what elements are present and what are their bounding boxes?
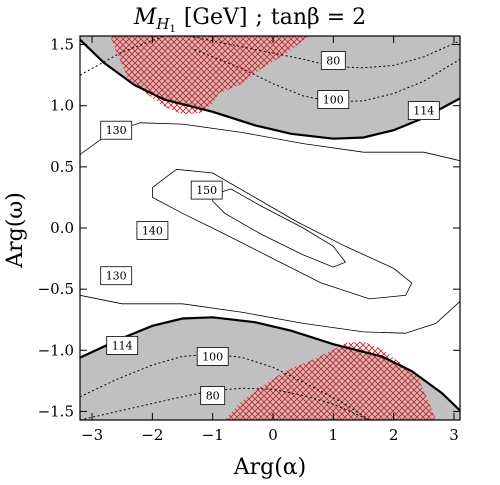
svg-text:80: 80	[206, 390, 220, 403]
contour-150-points	[212, 188, 347, 268]
contour-label-100-1: 100	[196, 346, 229, 366]
x-tick-label: −3	[81, 426, 103, 444]
x-axis-ticks: −3 −2 −1 0 1 2 3	[81, 36, 459, 444]
contour-label-140-0: 140	[136, 220, 169, 240]
contour-80-points-lower	[80, 387, 370, 420]
contour-label-114-0: 114	[407, 101, 440, 120]
svg-text:100: 100	[202, 350, 223, 363]
y-tick-label: −1.0	[38, 341, 74, 359]
y-tick-label: 0.0	[50, 219, 74, 237]
y-tick-label: −1.5	[38, 402, 74, 420]
svg-text:114: 114	[112, 339, 133, 352]
contour-label-80-0: 80	[320, 51, 346, 70]
plot-area: 80 80 100 100 114 114 130 130 140 150	[80, 36, 460, 420]
x-tick-label: −2	[141, 426, 163, 444]
svg-text:100: 100	[323, 94, 344, 107]
y-axis-label: Arg(ω)	[3, 192, 28, 269]
contour-label-130-1: 130	[100, 266, 133, 286]
hatched-region-upper-left	[110, 36, 310, 115]
x-tick-label: 2	[389, 426, 399, 444]
y-tick-label: 0.5	[50, 158, 74, 176]
contour-80-points	[80, 36, 165, 76]
contour-label-80-1: 80	[200, 386, 226, 405]
x-tick-label: 1	[329, 426, 339, 444]
svg-text:114: 114	[413, 105, 434, 118]
y-tick-label: 1.0	[50, 97, 74, 115]
contour-label-150-0: 150	[190, 180, 223, 200]
y-tick-label: 1.5	[50, 36, 74, 54]
svg-text:150: 150	[196, 184, 217, 197]
svg-text:130: 130	[106, 124, 127, 137]
contour-label-130-0: 130	[100, 120, 133, 140]
contour-140-points	[151, 168, 413, 300]
contour-100-points-lower	[80, 353, 370, 420]
svg-text:140: 140	[142, 224, 163, 237]
y-tick-label: −0.5	[38, 280, 74, 298]
hatched-region-lower-right	[224, 341, 436, 420]
contour-130-points-lower	[80, 294, 460, 334]
x-axis-label: Arg(α)	[233, 455, 307, 480]
x-tick-label: −1	[202, 426, 224, 444]
svg-text:80: 80	[326, 55, 340, 68]
contour-label-114-1: 114	[106, 335, 139, 355]
svg-text:130: 130	[106, 270, 127, 283]
contour-80-points-upper_right	[188, 36, 460, 69]
contour-114-points	[80, 38, 460, 140]
x-tick-label: 0	[268, 426, 278, 444]
contour-114-points-lower	[80, 316, 460, 413]
x-tick-label: 3	[449, 426, 459, 444]
contour-labels: 80 80 100 100 114 114 130 130 140 150	[100, 51, 440, 405]
hatched-regions	[110, 36, 436, 420]
chart-title: MH1 [GeV]; tanβ = 2	[133, 5, 366, 35]
y-axis-ticks: −1.5 −1.0 −0.5 0.0 0.5 1.0 1.5	[38, 36, 460, 420]
contour-label-100-0: 100	[317, 90, 350, 109]
